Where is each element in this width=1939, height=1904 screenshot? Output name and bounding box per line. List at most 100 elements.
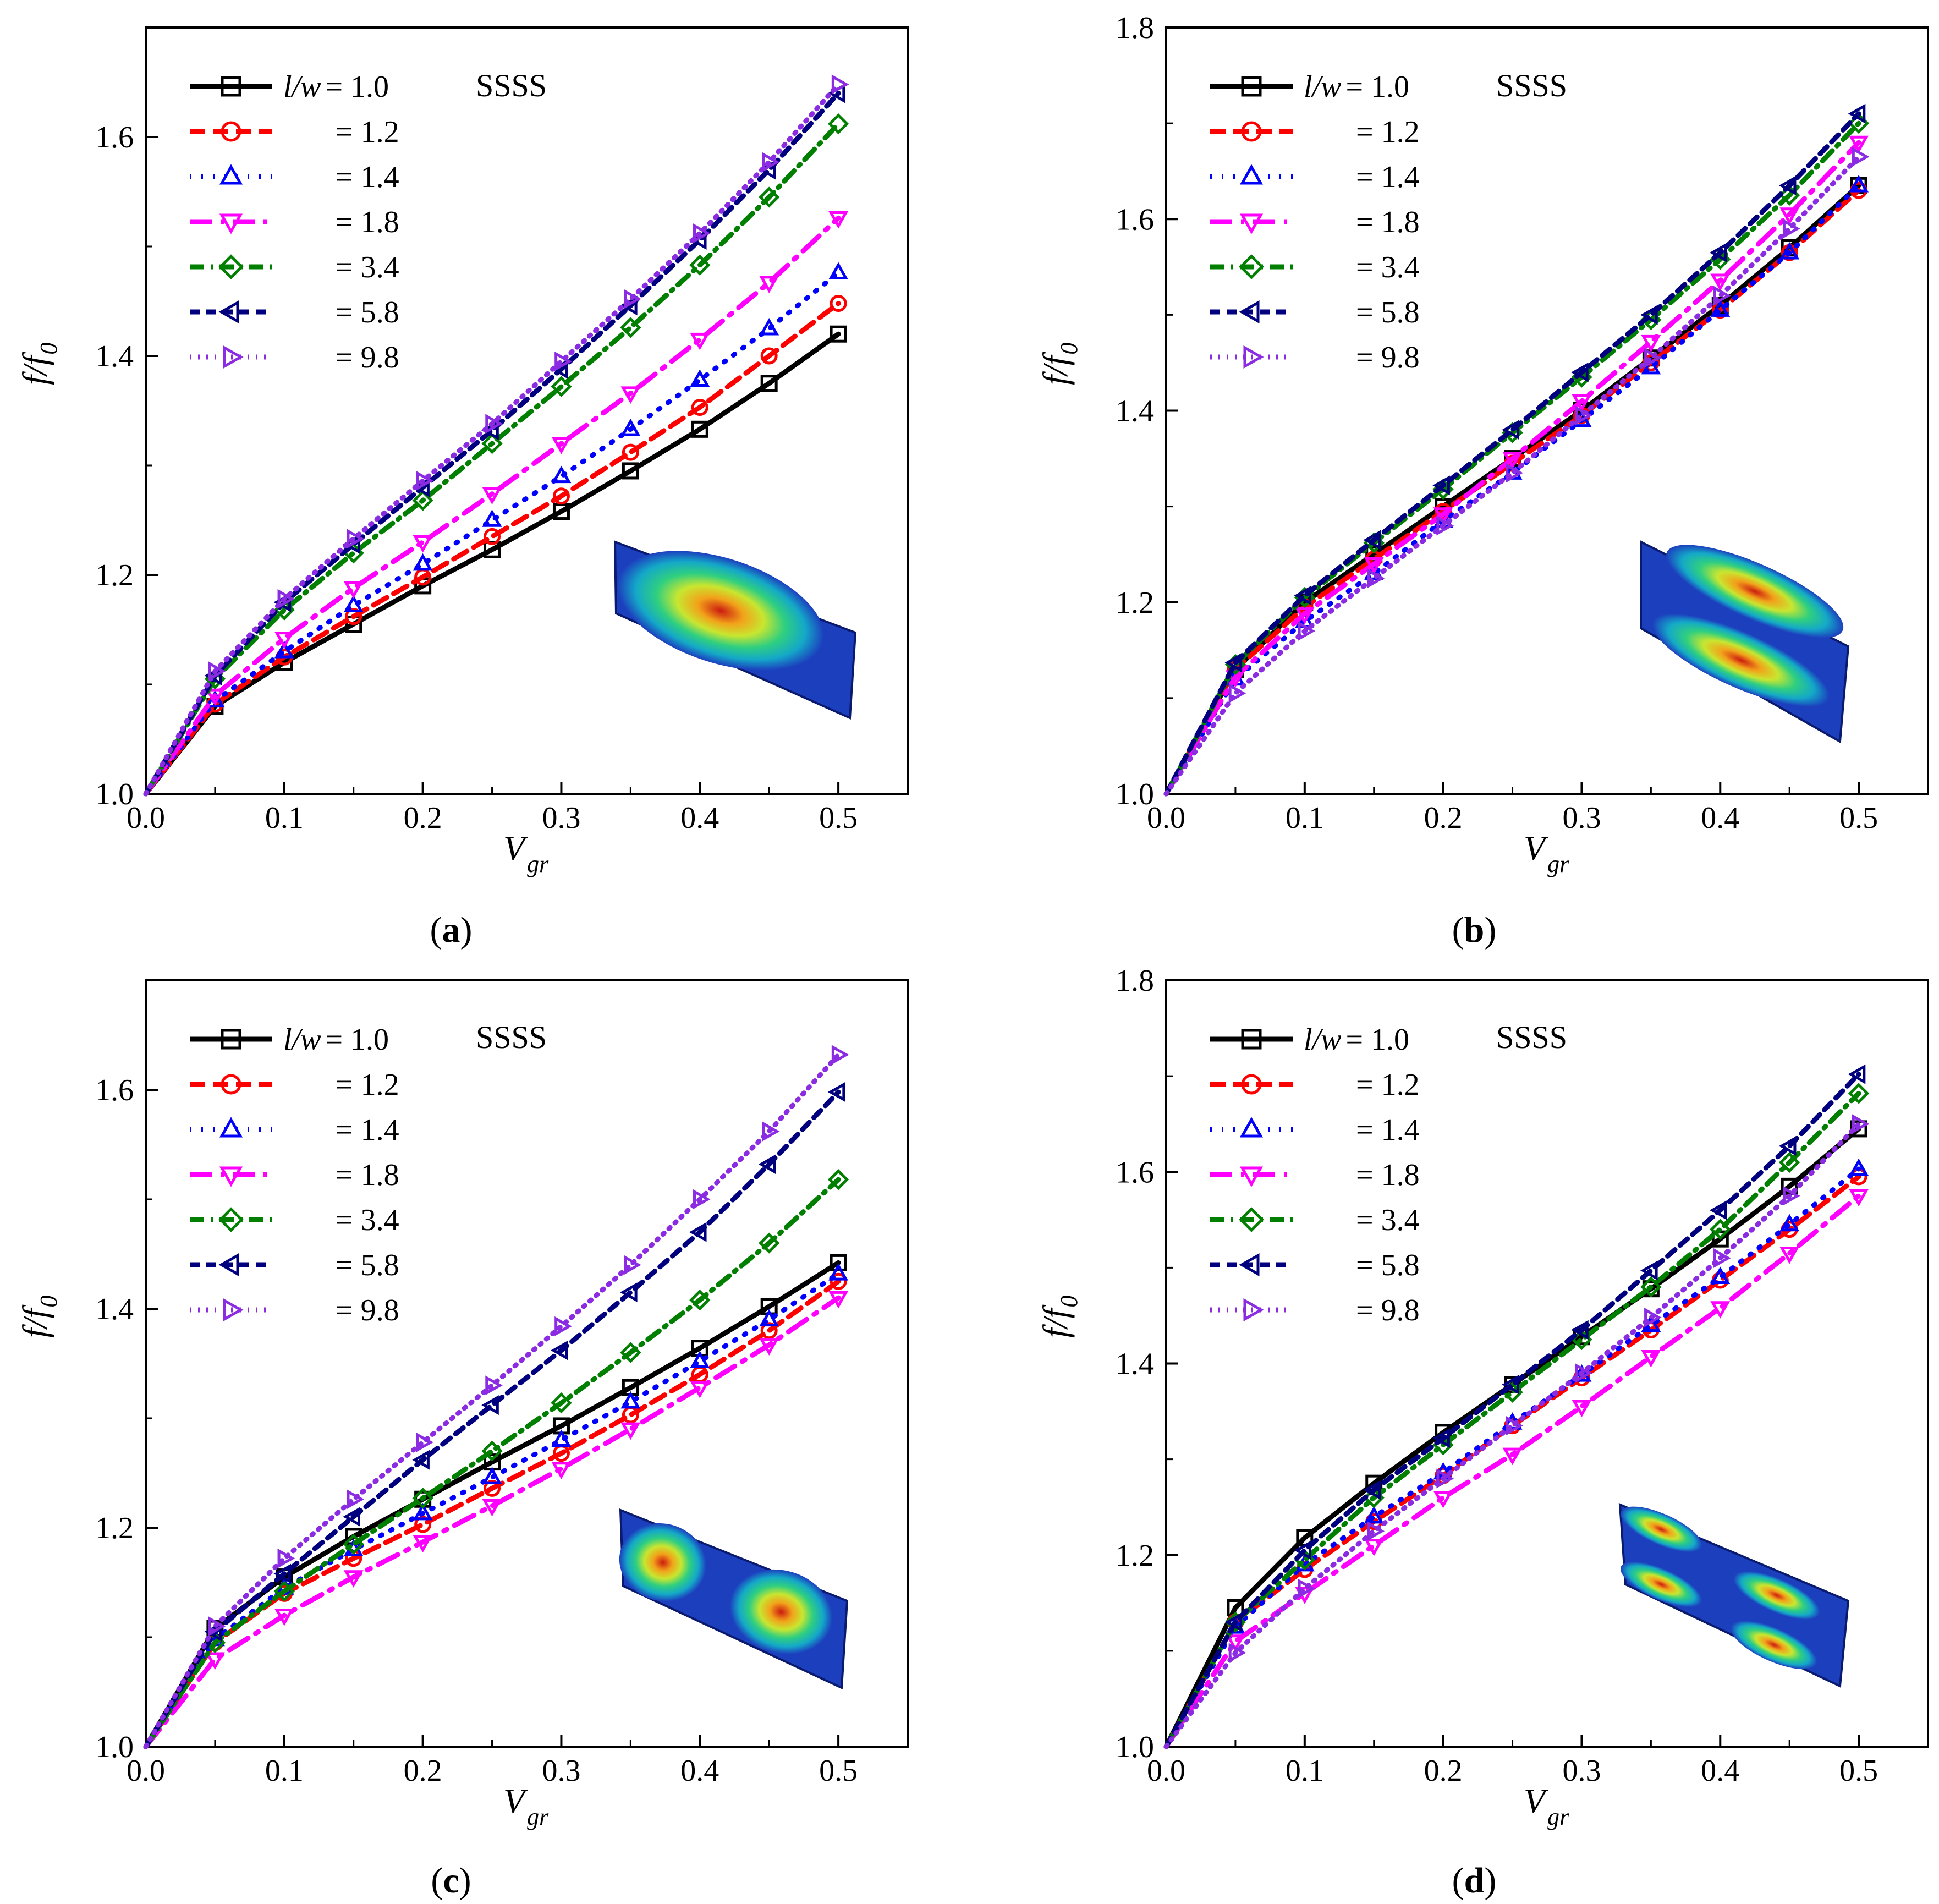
data-point: [760, 347, 778, 365]
legend-entry-2: = 1.2: [190, 115, 399, 149]
legend-entry-2: = 1.2: [1210, 115, 1420, 149]
legend-marker: [221, 76, 241, 97]
y-tick-label: 1.0: [1116, 777, 1154, 811]
data-point: [619, 1282, 638, 1303]
panel-label-letter: a: [442, 910, 460, 950]
data-point: [554, 352, 572, 371]
data-point: [1778, 1136, 1797, 1156]
data-point: [1432, 1428, 1450, 1448]
series-6: [1163, 1064, 1866, 1749]
legend: l/w = 1.0 = 1.2 = 1.4 = 1.8 = 3.4 = 5.8 = 9.8: [190, 1023, 399, 1327]
y-axis-label-sub: 0: [35, 343, 62, 355]
data-point: [1781, 1177, 1798, 1195]
x-axis-label-main: V: [503, 1781, 529, 1820]
data-point: [690, 332, 710, 350]
legend-entry-5: = 3.4: [1210, 1203, 1420, 1237]
data-point: [1228, 683, 1246, 704]
data-point: [1367, 568, 1385, 589]
data-point: [691, 399, 708, 416]
legend-marker: [1241, 121, 1262, 142]
legend-label: = 1.2: [336, 1068, 399, 1102]
series-line: [143, 121, 841, 797]
data-point: [622, 462, 639, 480]
legend-marker: [1239, 1207, 1264, 1232]
y-tick-label: 1.4: [1116, 394, 1154, 429]
x-tick-label: 0.3: [1562, 801, 1601, 835]
data-point: [482, 1499, 502, 1517]
data-point: [412, 1450, 430, 1470]
x-tick-label: 0.2: [404, 801, 442, 835]
data-point: [481, 433, 503, 454]
series-line: [1163, 183, 1861, 797]
plot-frame: [145, 979, 909, 1748]
legend-entry-2: = 1.2: [190, 1068, 399, 1102]
legend-label: l/w = 1.0: [1304, 1023, 1409, 1057]
x-tick-label: 0.5: [819, 1754, 858, 1788]
data-point: [1852, 147, 1870, 167]
panel-label-letter: c: [443, 1861, 459, 1901]
data-point: [759, 1338, 779, 1356]
legend-label: = 1.8: [1356, 205, 1420, 239]
x-tick-label: 0.3: [542, 1754, 580, 1788]
data-point: [830, 325, 847, 343]
data-point: [1228, 1643, 1246, 1663]
data-point: [759, 1232, 780, 1254]
series-line: [1163, 120, 1861, 797]
legend-label: = 1.4: [336, 1113, 399, 1147]
y-axis-label-main: f/f: [15, 351, 54, 385]
legend-entry-1: l/w = 1.0: [1210, 70, 1409, 104]
legend-marker: [1239, 1253, 1260, 1277]
data-point: [1575, 405, 1592, 426]
data-point: [693, 223, 711, 244]
x-tick-label: 0.3: [1562, 1754, 1601, 1788]
data-point: [1641, 356, 1661, 375]
panel-label-close: ): [1484, 1861, 1496, 1901]
x-axis-ticks: 0.0 0.1 0.2 0.3 0.4 0.5: [127, 782, 909, 835]
data-point: [414, 1516, 432, 1533]
series-4: [1163, 1189, 1869, 1749]
legend-label: = 1.4: [1356, 160, 1420, 194]
data-point: [1367, 1521, 1385, 1541]
data-point: [759, 1309, 779, 1327]
chart-panel-b: 0.0 0.1 0.2 0.3 0.4 0.51.01.21.41.61.8Vgrf/f0…: [1036, 11, 1929, 950]
panel-label-open: (: [430, 910, 442, 950]
panel-label-open: (: [1452, 910, 1464, 950]
panel-label-close: ): [459, 1861, 471, 1901]
data-point: [1433, 1491, 1453, 1508]
x-axis-ticks: 0.0 0.1 0.2 0.3 0.4 0.5: [1147, 782, 1929, 835]
data-point: [1363, 530, 1381, 550]
x-axis-label-sub: gr: [1547, 1803, 1569, 1830]
boundary-condition-label: SSSS: [476, 68, 547, 103]
data-point: [273, 1581, 295, 1602]
data-point: [828, 262, 849, 280]
x-tick-label: 0.2: [1424, 801, 1463, 835]
legend-label: = 3.4: [336, 250, 399, 284]
legend: l/w = 1.0 = 1.2 = 1.4 = 1.8 = 3.4 = 5.8 = 9.8: [190, 70, 399, 375]
series-line: [143, 270, 841, 797]
data-point: [620, 317, 641, 338]
panel-label-letter: b: [1464, 910, 1485, 950]
series-line: [1163, 111, 1861, 797]
y-tick-label: 1.0: [1116, 1730, 1154, 1764]
series-line: [1163, 183, 1861, 797]
legend-label: = 9.8: [1356, 1293, 1420, 1327]
data-point: [481, 1395, 499, 1415]
y-tick-label: 1.6: [1116, 202, 1154, 237]
legend-entry-4: = 1.8: [190, 1158, 399, 1192]
data-point: [274, 640, 294, 659]
data-point: [1779, 1247, 1800, 1264]
x-tick-label: 0.2: [1424, 1754, 1463, 1788]
legend-entry-3: = 1.4: [190, 1113, 399, 1147]
data-point: [1644, 1307, 1662, 1327]
x-tick-label: 0.1: [1286, 1754, 1324, 1788]
data-point: [1641, 1350, 1661, 1368]
series-line: [143, 301, 841, 797]
legend-value: = 1.0: [1345, 1023, 1409, 1057]
series-2: [143, 1272, 847, 1749]
x-tick-label: 0.5: [1839, 1754, 1878, 1788]
series-line: [143, 1177, 841, 1749]
series-1: [1163, 177, 1867, 797]
x-tick-label: 0.3: [542, 801, 580, 835]
chart-panel-d: 0.0 0.1 0.2 0.3 0.4 0.51.01.21.41.61.8Vgrf/f0…: [1036, 964, 1929, 1901]
x-axis-label-main: V: [1524, 828, 1549, 868]
